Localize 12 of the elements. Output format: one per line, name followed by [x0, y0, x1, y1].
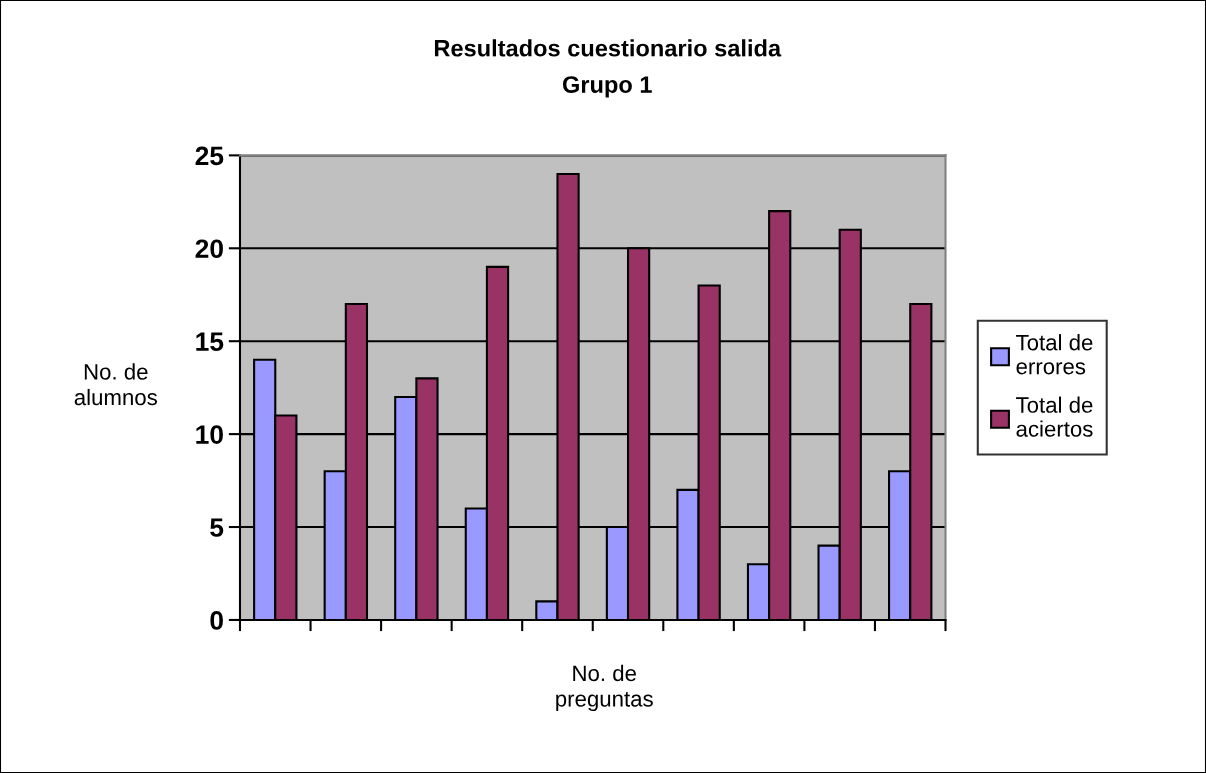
x-axis-title: No. de preguntas	[556, 664, 653, 712]
legend-label: Total de aciertos	[1016, 396, 1093, 437]
y-tick-label: 0	[210, 611, 223, 630]
y-tick-label: 10	[196, 425, 223, 444]
chart-title: Resultados cuestionario salida	[434, 39, 782, 57]
y-tick-label: 15	[196, 332, 224, 352]
y-tick-label: 20	[195, 239, 223, 259]
y-tick-label: 25	[195, 146, 224, 166]
chart-subtitle: Grupo 1	[562, 76, 652, 98]
y-tick-label: 5	[210, 518, 224, 537]
legend-label: Total de errores	[1016, 334, 1093, 375]
y-axis-title: No. de alumnos	[74, 363, 157, 406]
